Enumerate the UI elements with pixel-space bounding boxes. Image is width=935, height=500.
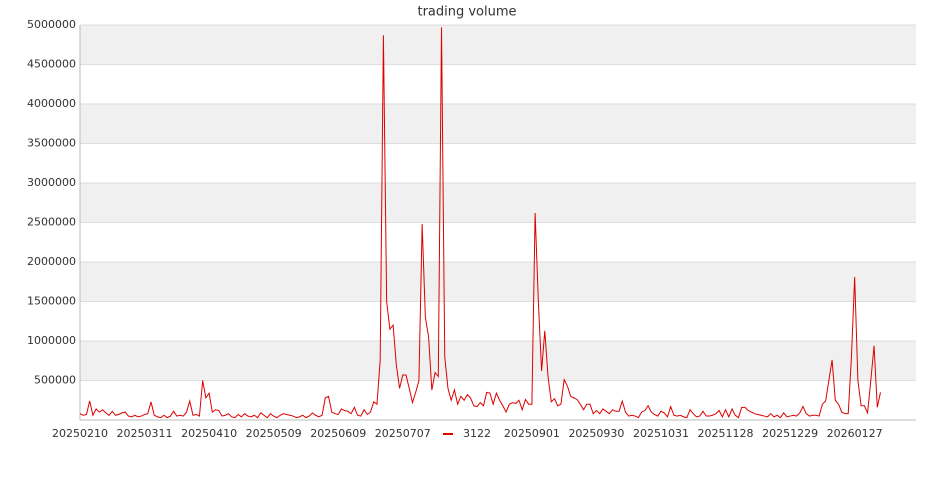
y-tick-label: 1000000 — [27, 334, 76, 347]
x-tick-label: 20251031 — [633, 427, 689, 440]
y-tick-label: 1500000 — [27, 295, 76, 308]
x-tick-label: 20250410 — [181, 427, 237, 440]
chart-title: trading volume — [417, 5, 516, 20]
x-tick-label: 20250311 — [117, 427, 173, 440]
x-tick-label: 20260127 — [827, 427, 883, 440]
grid-band — [80, 341, 916, 381]
x-tick-label: 20250707 — [375, 427, 431, 440]
y-tick-label: 4000000 — [27, 97, 76, 110]
x-tick-label: 20250210 — [52, 427, 108, 440]
x-tick-label: 20250509 — [246, 427, 302, 440]
grid-band — [80, 25, 916, 65]
data-line — [79, 27, 881, 419]
x-tick-label: 20251128 — [698, 427, 754, 440]
y-tick-label: 3500000 — [27, 137, 76, 150]
x-tick-label: 20250609 — [310, 427, 366, 440]
legend-label: 3122 — [463, 427, 491, 440]
grid-band — [80, 104, 916, 144]
x-tick-label: 20250930 — [568, 427, 624, 440]
grid-band — [80, 262, 916, 302]
grid-band — [80, 183, 916, 223]
y-tick-label: 2000000 — [27, 255, 76, 268]
x-tick-label: 20250901 — [504, 427, 560, 440]
y-tick-label: 2500000 — [27, 216, 76, 229]
x-tick-label: 20251229 — [762, 427, 818, 440]
y-tick-label: 3000000 — [27, 176, 76, 189]
y-tick-label: 5000000 — [27, 18, 76, 31]
y-tick-label: 4500000 — [27, 58, 76, 71]
y-tick-label: 500000 — [34, 374, 76, 387]
